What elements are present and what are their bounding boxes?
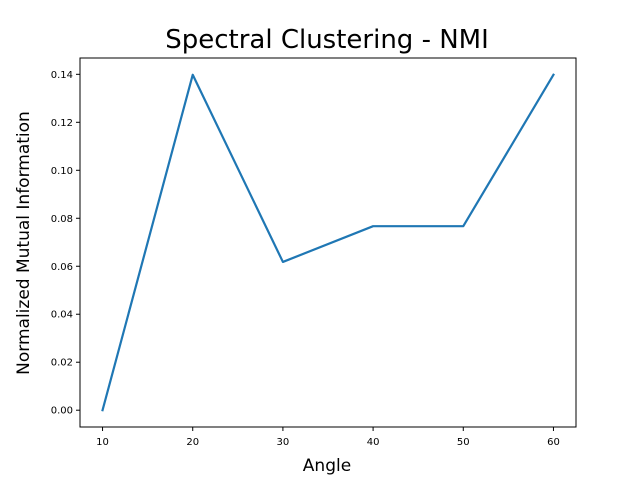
y-tick-label: 0.14 [51, 70, 73, 81]
y-tick-label: 0.12 [51, 118, 73, 129]
x-tick-label: 20 [186, 437, 199, 448]
series-line-0 [101, 73, 555, 412]
x-tick-label: 60 [547, 437, 560, 448]
y-axis-ticks: 0.00 0.02 0.04 0.06 0.08 0.10 0.12 0.14 [51, 70, 80, 417]
y-tick-label: 0.06 [51, 262, 73, 273]
chart-title: Spectral Clustering - NMI [165, 25, 489, 55]
series-layer [101, 73, 555, 412]
y-tick-label: 0.02 [51, 358, 73, 369]
plot-frame [79, 57, 577, 428]
x-axis-ticks: 10 20 30 40 50 60 [96, 427, 560, 448]
y-tick-label: 0.04 [51, 310, 73, 321]
y-tick-label: 0.08 [51, 214, 73, 225]
x-tick-label: 30 [277, 437, 290, 448]
x-tick-label: 10 [96, 437, 109, 448]
y-axis-label: Normalized Mutual Information [14, 111, 34, 375]
x-tick-label: 40 [367, 437, 380, 448]
y-tick-label: 0.00 [51, 406, 73, 417]
x-axis-label: Angle [303, 456, 351, 476]
x-tick-label: 50 [457, 437, 470, 448]
y-tick-label: 0.10 [51, 166, 73, 177]
